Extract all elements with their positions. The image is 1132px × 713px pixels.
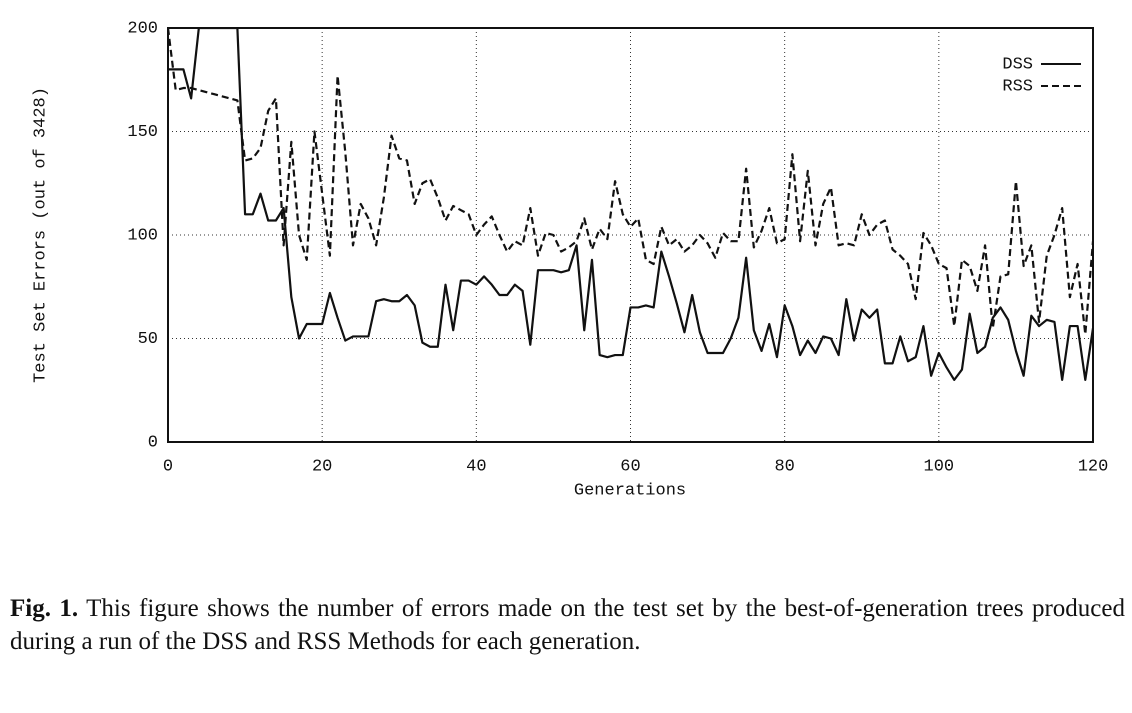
y-tick-label: 100 bbox=[127, 226, 158, 245]
y-tick-label: 0 bbox=[148, 433, 158, 452]
x-tick-label: 120 bbox=[1078, 457, 1109, 476]
x-tick-label: 20 bbox=[312, 457, 332, 476]
legend-label: RSS bbox=[1002, 77, 1033, 96]
y-axis-label: Test Set Errors (out of 3428) bbox=[31, 87, 50, 383]
x-tick-label: 100 bbox=[924, 457, 955, 476]
x-tick-label: 0 bbox=[163, 457, 173, 476]
caption-text: This figure shows the number of errors m… bbox=[10, 595, 1125, 655]
plot-area bbox=[168, 28, 1093, 381]
series-line bbox=[168, 28, 1093, 381]
x-tick-label: 40 bbox=[466, 457, 486, 476]
x-axis-label: Generations bbox=[574, 481, 686, 500]
chart: Test Set Errors (out of 3428) Generation… bbox=[31, 19, 1109, 500]
plot-frame bbox=[167, 27, 1094, 443]
y-tick-label: 50 bbox=[138, 330, 158, 349]
x-tick-label: 80 bbox=[774, 457, 794, 476]
caption: Fig. 1. This figure shows the number of … bbox=[10, 592, 1125, 658]
x-tick-label: 60 bbox=[620, 457, 640, 476]
caption-label: Fig. 1. bbox=[10, 595, 79, 622]
legend-label: DSS bbox=[1002, 55, 1033, 74]
y-tick-label: 150 bbox=[127, 123, 158, 142]
y-tick-label: 200 bbox=[127, 19, 158, 38]
